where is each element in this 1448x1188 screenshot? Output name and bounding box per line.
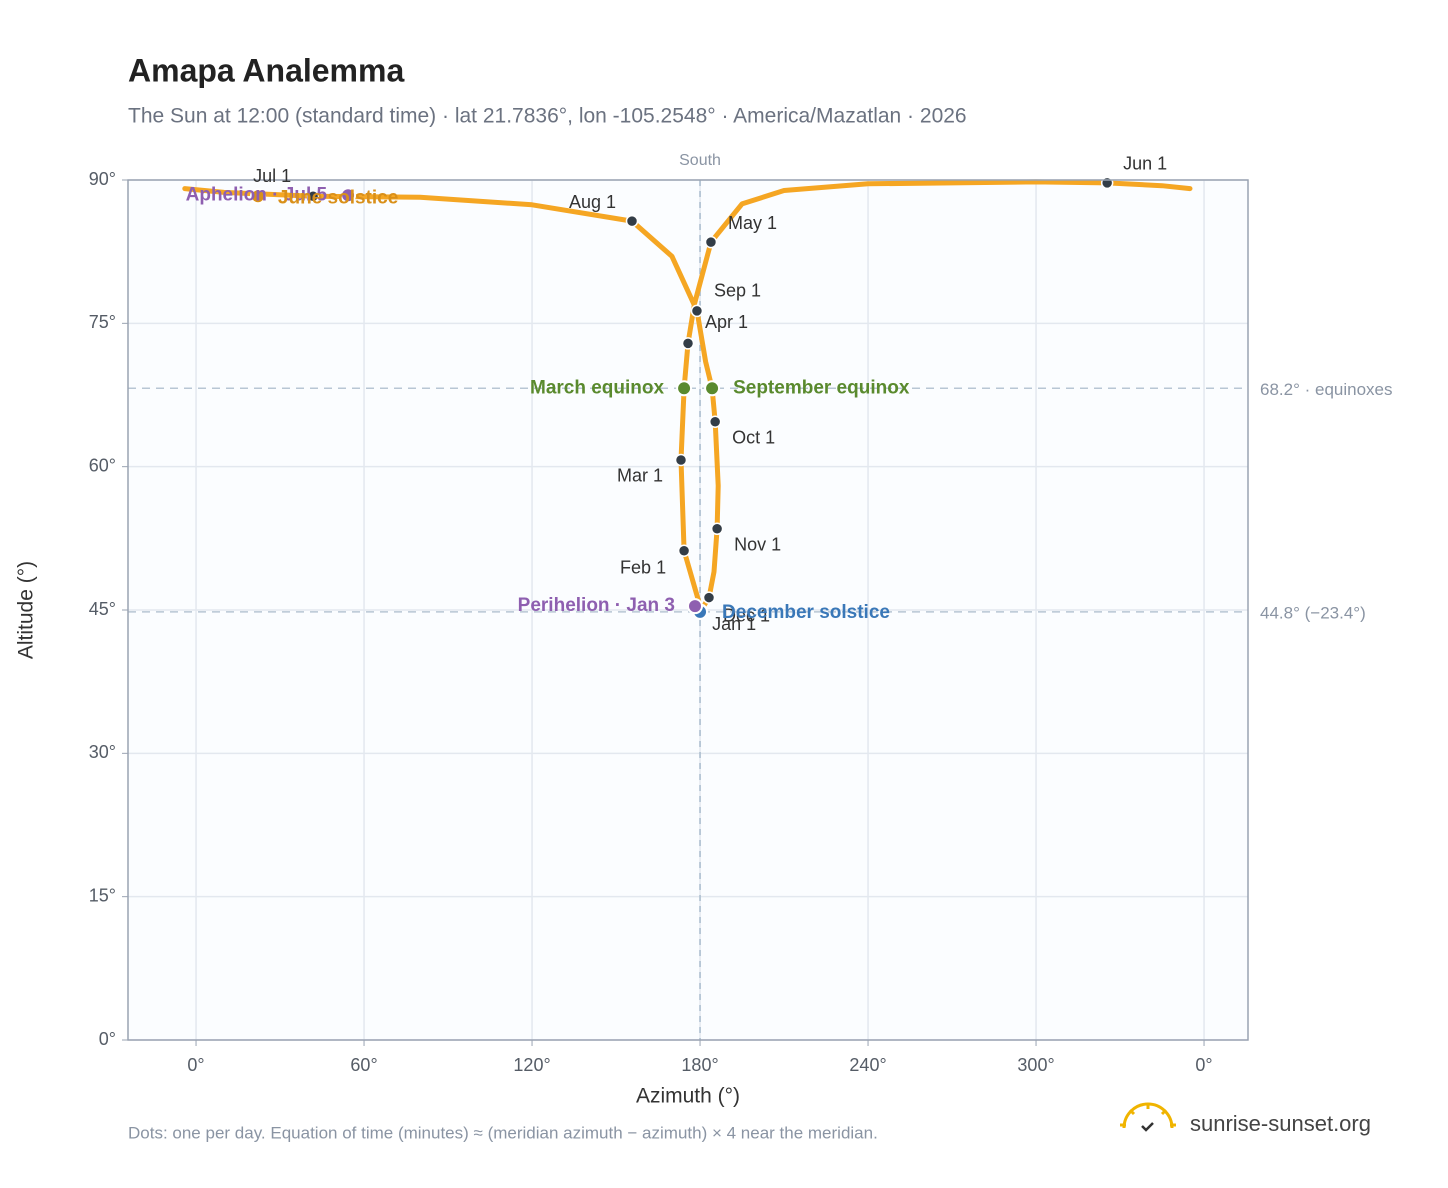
event-marker [676, 380, 693, 397]
chart-subtitle: The Sun at 12:00 (standard time) · lat 2… [128, 105, 967, 128]
month-marker [690, 304, 704, 318]
y-tick-label: 15° [89, 885, 116, 905]
month-marker [708, 415, 722, 429]
x-tick-label: 240° [849, 1055, 886, 1075]
month-marker [702, 591, 716, 604]
event-label: Aphelion · Jul 5 [186, 184, 328, 205]
month-marker [710, 522, 724, 536]
y-tick-label: 90° [89, 169, 116, 189]
meridian-label: South [679, 152, 721, 169]
analemma-curve [182, 179, 1193, 615]
month-marker [681, 337, 695, 350]
x-tick-label: 60° [350, 1055, 377, 1075]
month-label: Feb 1 [620, 558, 666, 578]
month-marker [306, 189, 320, 203]
y-tick-label: 60° [89, 455, 116, 475]
month-label: Aug 1 [569, 192, 616, 212]
month-marker [674, 453, 688, 467]
event-marker [249, 188, 266, 205]
event-label: June solstice [278, 187, 398, 208]
month-label: May 1 [728, 213, 777, 233]
y-axis-label: Altitude (°) [15, 561, 38, 659]
event-marker [340, 187, 357, 204]
y-tick-label: 45° [89, 599, 116, 619]
y-tick-label: 0° [99, 1029, 116, 1049]
y-tick-label: 75° [89, 312, 116, 332]
month-label: Apr 1 [705, 312, 748, 332]
x-tick-label: 120° [513, 1055, 550, 1075]
month-label: Sep 1 [714, 281, 761, 301]
brand: sunrise-sunset.org [1190, 1111, 1371, 1136]
event-marker [704, 380, 721, 397]
plot [128, 176, 1248, 1041]
x-tick-label: 0° [187, 1055, 204, 1075]
month-label: Jan 1 [712, 614, 756, 634]
event-marker [687, 598, 703, 615]
x-tick-label: 300° [1017, 1055, 1054, 1075]
month-marker [1100, 176, 1114, 190]
month-label: Oct 1 [732, 428, 775, 448]
brand-logo [1120, 1102, 1176, 1132]
x-tick-label: 180° [681, 1055, 718, 1075]
month-marker [704, 235, 718, 249]
month-marker [625, 214, 639, 228]
month-marker [677, 544, 691, 558]
month-label: Mar 1 [617, 466, 663, 486]
footnote: Dots: one per day. Equation of time (min… [128, 1123, 878, 1142]
month-label: Jun 1 [1123, 154, 1167, 174]
event-label: Perihelion · Jan 3 [518, 595, 675, 616]
event-label: September equinox [733, 377, 910, 398]
event-label: March equinox [530, 377, 665, 398]
reference-label: 68.2° · equinoxes [1260, 380, 1393, 399]
month-label: Dec 1 [723, 605, 770, 625]
event-label: December solstice [722, 602, 890, 623]
month-label: Nov 1 [734, 535, 781, 555]
month-label: Jul 1 [253, 166, 291, 186]
y-tick-label: 30° [89, 742, 116, 762]
x-axis-label: Azimuth (°) [636, 1085, 740, 1108]
chart-title: Amapa Analemma [128, 52, 404, 88]
reference-label: 44.8° (−23.4°) [1260, 603, 1366, 622]
x-tick-label: 0° [1195, 1055, 1212, 1075]
